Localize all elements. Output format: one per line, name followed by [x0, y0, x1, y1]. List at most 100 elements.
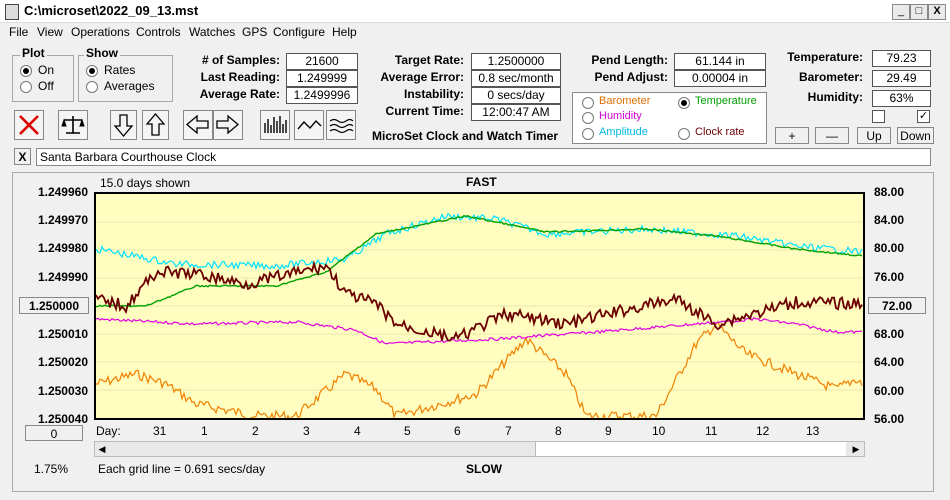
amplitude-radio[interactable] — [582, 128, 594, 140]
app-subtitle: MicroSet Clock and Watch Timer — [372, 129, 559, 143]
y-right-tick: 60.00 — [874, 384, 905, 398]
y-right-tick: 84.00 — [874, 213, 905, 227]
humidity-trace — [96, 316, 863, 345]
wave-button[interactable] — [326, 110, 356, 140]
pend-length-label: Pend Length: — [591, 53, 668, 67]
pend-adjust-value: 0.00004 in — [674, 70, 766, 87]
arrow-left-icon — [185, 114, 209, 135]
show-rates-radio[interactable] — [86, 65, 98, 77]
menu-file[interactable]: File — [9, 25, 29, 39]
plot-on-radio[interactable] — [20, 65, 32, 77]
menu-help[interactable]: Help — [332, 25, 357, 39]
clock-rate-option-label: Clock rate — [695, 126, 745, 138]
option-checkbox-1[interactable] — [872, 110, 885, 123]
day-label: 7 — [505, 424, 512, 438]
day-label: 3 — [303, 424, 310, 438]
stop-button[interactable] — [14, 110, 44, 140]
menu-view[interactable]: View — [37, 25, 63, 39]
day-label: 13 — [806, 424, 820, 438]
arrow-down-button[interactable] — [110, 110, 137, 140]
sensor-selector — [572, 92, 767, 144]
arrow-up-button[interactable] — [142, 110, 169, 140]
right-axis-center-button[interactable]: 72.00 — [868, 297, 926, 314]
zero-button[interactable]: 0 — [25, 425, 83, 441]
show-averages-radio[interactable] — [86, 81, 98, 93]
plot-group-title: Plot — [20, 46, 47, 60]
temperature-radio[interactable] — [678, 97, 690, 109]
pend-adjust-label: Pend Adjust: — [594, 70, 668, 84]
scroll-thumb[interactable] — [535, 442, 846, 456]
days-shown-label: 15.0 days shown — [100, 176, 191, 190]
arrow-right-button[interactable] — [213, 110, 243, 140]
scale-plus-button[interactable]: + — [775, 127, 809, 144]
balance-button[interactable] — [58, 110, 88, 140]
scale-up-button[interactable]: Up — [857, 127, 891, 144]
y-left-tick: 1.249980 — [37, 241, 88, 255]
average-error-value: 0.8 sec/month — [471, 70, 561, 87]
average-rate-label: Average Rate: — [199, 87, 280, 101]
menu-configure[interactable]: Configure — [273, 25, 326, 39]
menu-controls[interactable]: Controls — [136, 25, 181, 39]
center-rate-button[interactable]: 1.250000 — [19, 297, 89, 314]
title-bar: C:\microset\2022_09_13.mst _ □ X — [0, 0, 950, 23]
time-scrollbar[interactable]: ◀ ▶ — [94, 441, 865, 457]
instability-label: Instability: — [403, 87, 464, 101]
menu-watches[interactable]: Watches — [189, 25, 236, 39]
minimize-button[interactable]: _ — [892, 4, 910, 20]
clock-name-field[interactable]: Santa Barbara Courthouse Clock — [36, 148, 931, 166]
close-button[interactable]: X — [928, 4, 946, 20]
y-right-tick: 56.00 — [874, 412, 905, 426]
y-right-tick: 68.00 — [874, 327, 905, 341]
arrow-down-icon — [113, 114, 134, 138]
scale-down-button[interactable]: Down — [897, 127, 934, 144]
clock-rate-radio[interactable] — [678, 128, 690, 140]
pend-length-value: 61.144 in — [674, 53, 766, 70]
day-label: 9 — [605, 424, 612, 438]
scroll-left-icon[interactable]: ◀ — [98, 444, 106, 454]
arrow-up-icon — [145, 112, 166, 136]
barometer-value: 29.49 — [872, 70, 931, 87]
target-rate-value: 1.2500000 — [471, 53, 561, 70]
option-checkbox-2[interactable]: ✓ — [917, 110, 930, 123]
current-time-value: 12:00:47 AM — [471, 104, 561, 121]
barometer-radio[interactable] — [582, 97, 594, 109]
day-axis-label: Day: — [96, 424, 121, 438]
humidity-option-label: Humidity — [599, 110, 642, 122]
histogram-button[interactable] — [260, 110, 290, 140]
samples-value: 21600 — [286, 53, 358, 70]
clear-name-button[interactable]: X — [14, 148, 31, 165]
day-label: 10 — [652, 424, 666, 438]
scale-minus-button[interactable]: — — [815, 127, 849, 144]
plot-on-label: On — [38, 63, 55, 77]
histogram-icon — [264, 116, 287, 133]
menu-gps[interactable]: GPS — [242, 25, 268, 39]
average-error-label: Average Error: — [380, 70, 464, 84]
maximize-button[interactable]: □ — [910, 4, 928, 20]
instability-value: 0 secs/day — [471, 87, 561, 104]
y-left-tick: 1.249970 — [37, 213, 88, 227]
y-right-tick: 88.00 — [874, 185, 905, 199]
arrow-left-button[interactable] — [183, 110, 213, 140]
day-label: 4 — [354, 424, 361, 438]
temperature-trace — [96, 214, 863, 308]
scroll-right-icon[interactable]: ▶ — [852, 444, 860, 454]
day-label: 8 — [555, 424, 562, 438]
y-left-tick: 1.250040 — [37, 412, 88, 426]
plot-off-radio[interactable] — [20, 81, 32, 93]
arrow-right-icon — [216, 114, 240, 135]
day-label: 12 — [756, 424, 770, 438]
rate-graph[interactable] — [94, 192, 865, 420]
show-group — [78, 55, 173, 102]
temperature-value: 79.23 — [872, 50, 931, 67]
show-group-title: Show — [84, 46, 120, 60]
barometer-label: Barometer: — [798, 70, 863, 84]
barometer-trace — [96, 320, 863, 418]
line-graph-button[interactable] — [294, 110, 324, 140]
y-left-tick: 1.249960 — [37, 185, 88, 199]
amplitude-trace — [96, 212, 863, 271]
current-time-label: Current Time: — [385, 104, 464, 118]
slow-label: SLOW — [466, 462, 502, 476]
samples-label: # of Samples: — [201, 53, 280, 67]
humidity-radio[interactable] — [582, 112, 594, 124]
menu-operations[interactable]: Operations — [71, 25, 130, 39]
